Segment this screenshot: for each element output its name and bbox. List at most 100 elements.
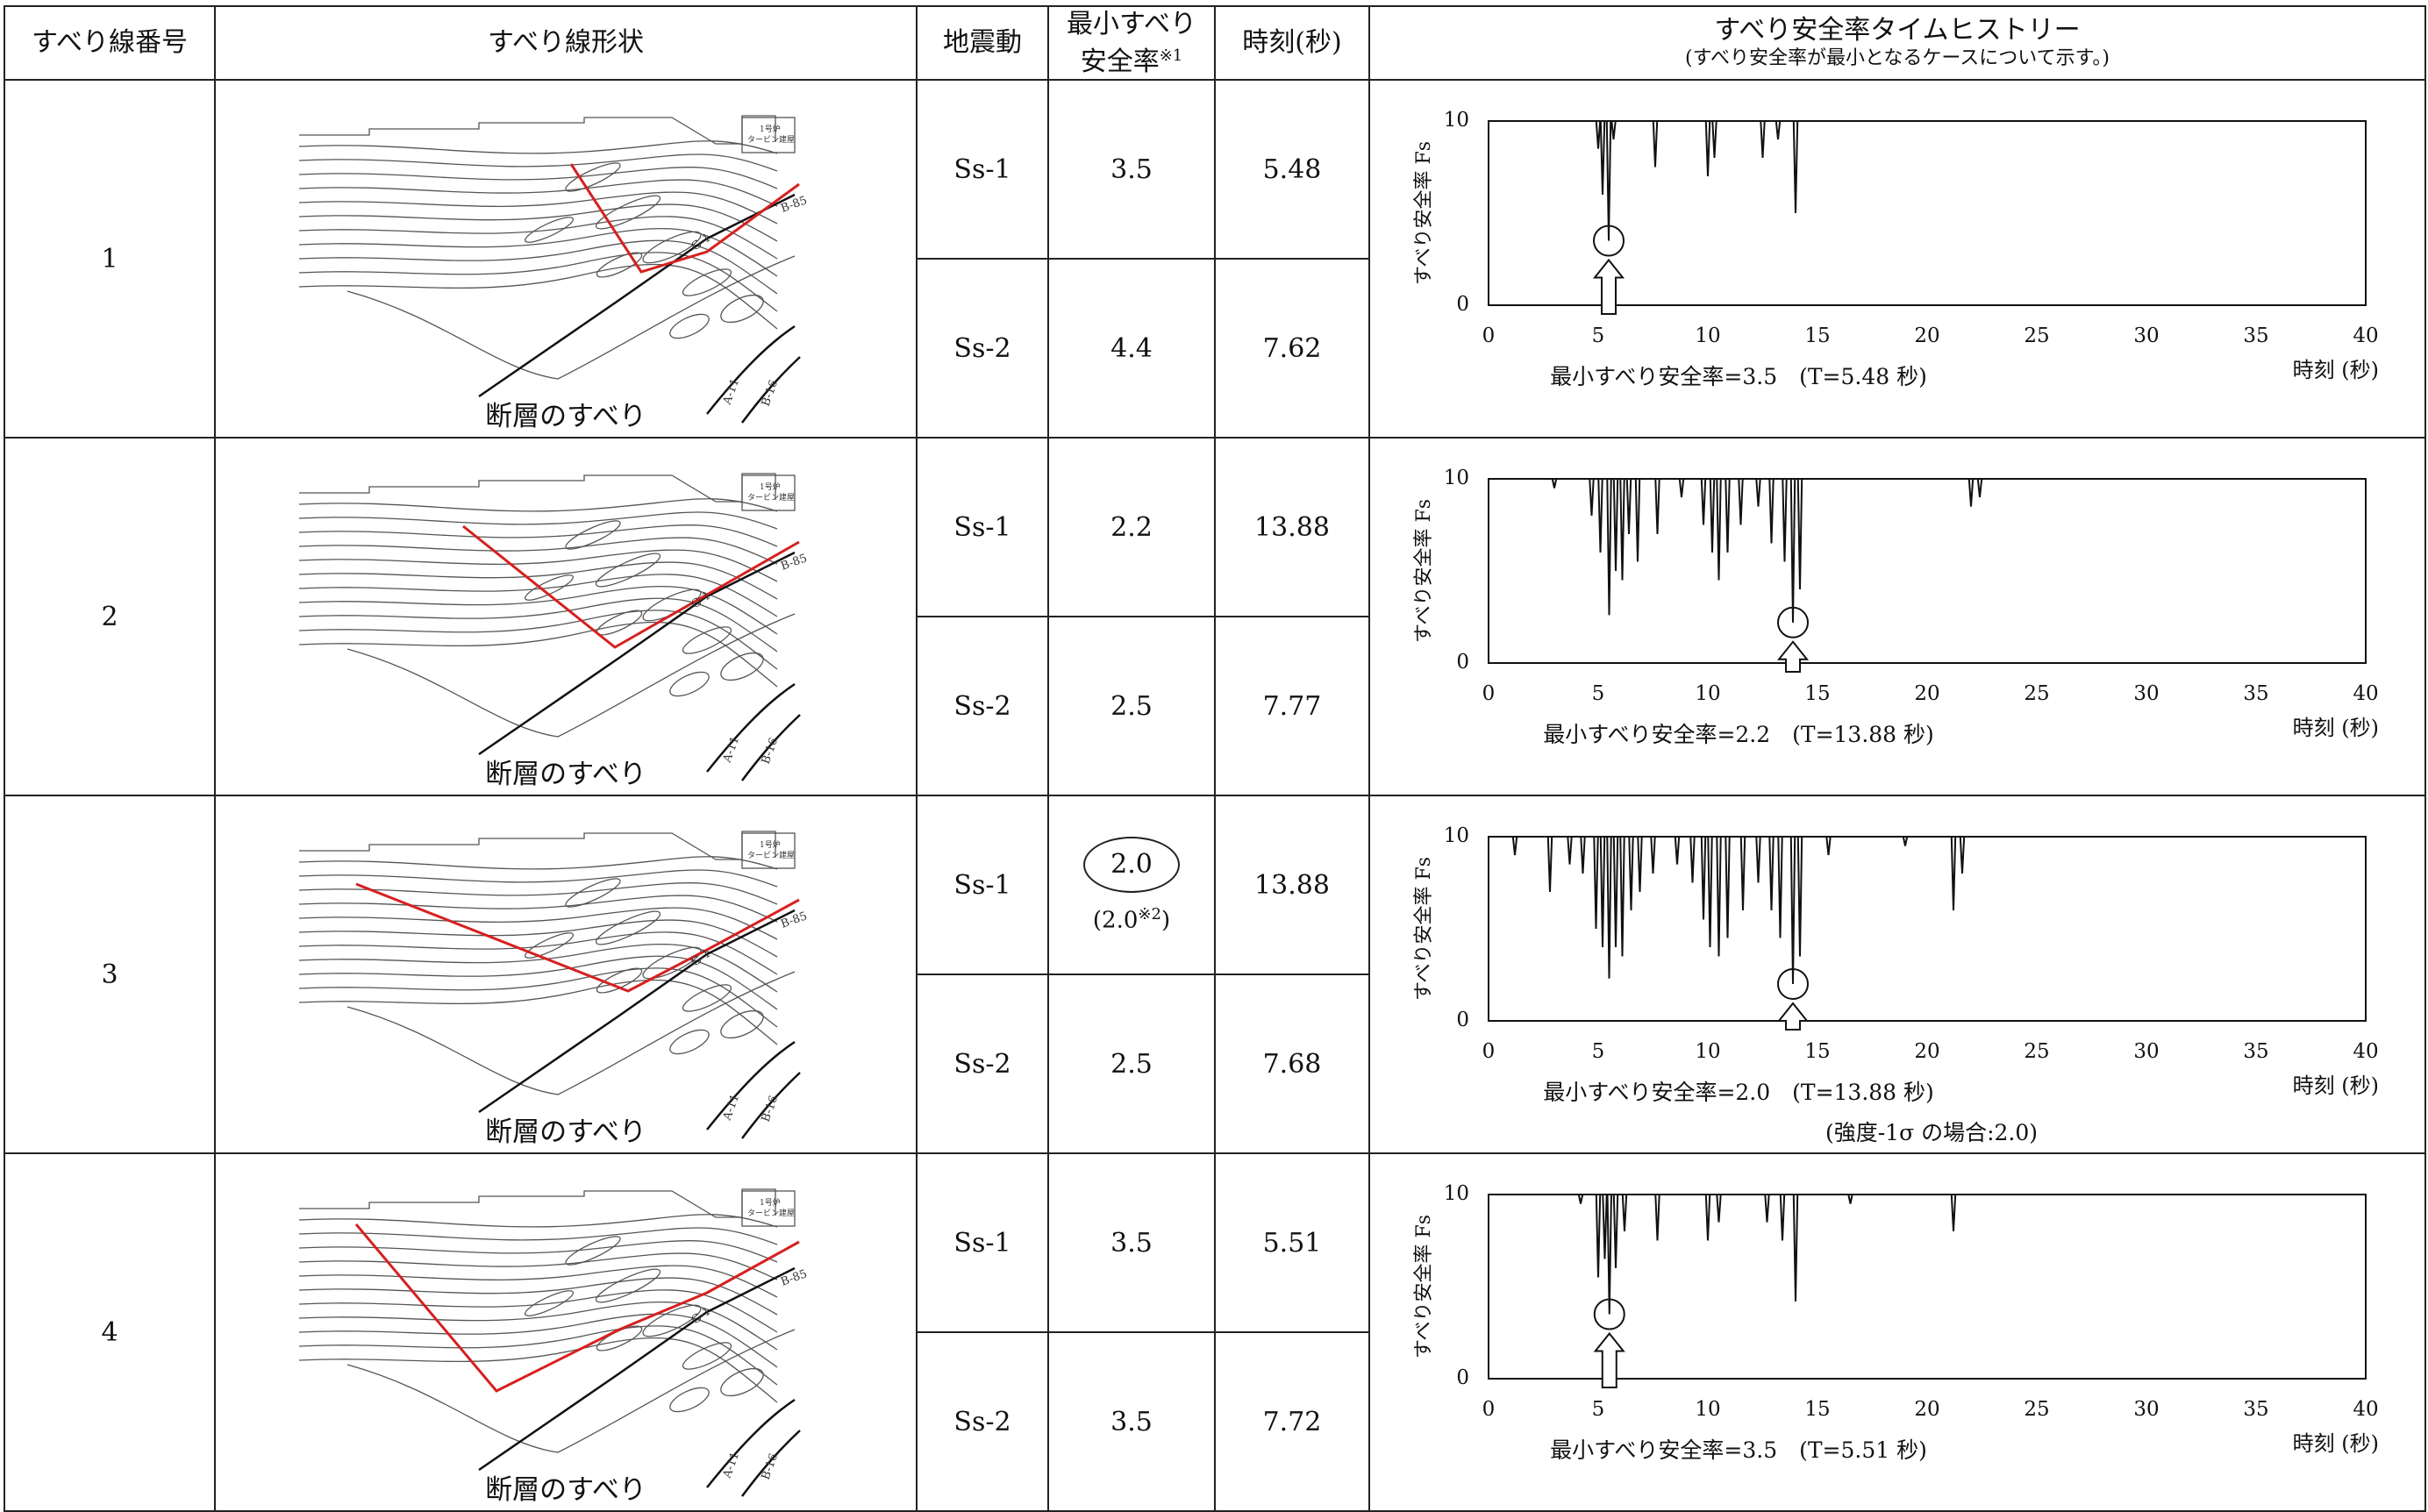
chart-caption-2: (強度-1σ の場合:2.0) bbox=[1825, 1120, 2038, 1145]
min-safety-factor-cell: 3.5 bbox=[1047, 79, 1216, 260]
data-dip bbox=[1654, 478, 1660, 535]
fault-g1-line bbox=[478, 909, 796, 1114]
data-dip bbox=[1709, 478, 1716, 553]
strata-lens bbox=[596, 252, 643, 278]
x-tick-label: 40 bbox=[2353, 682, 2378, 705]
ground-motion-cell: Ss-2 bbox=[916, 1331, 1049, 1512]
strata-line bbox=[298, 931, 778, 975]
strata-line bbox=[298, 597, 778, 653]
x-axis-label: 時刻 (秒) bbox=[2293, 358, 2379, 382]
strata-lens bbox=[565, 878, 621, 908]
slip-line bbox=[355, 882, 800, 993]
x-tick-label: 30 bbox=[2133, 682, 2159, 705]
header-line-no: すべり線番号 bbox=[4, 5, 216, 81]
chart-caption: 最小すべり安全率=2.0 (T=13.88 秒) bbox=[1543, 1080, 1934, 1105]
x-tick-label: 5 bbox=[1592, 325, 1605, 347]
table-row: Ss-2 3.5 7.72 bbox=[4, 1331, 2425, 1512]
x-tick-label: 25 bbox=[2024, 1398, 2049, 1421]
data-dip bbox=[1825, 836, 1832, 856]
x-tick-label: 10 bbox=[1695, 682, 1720, 705]
time-history-chart: 0 5 10 15 20 25 30 35 40 0 10 すべり安全率 Fs 時刻 (秒) 最小すべり安… bbox=[1413, 1182, 2379, 1463]
time-history-chart: 0 5 10 15 20 25 30 35 40 0 10 すべり安全率 Fs 時刻 (秒) 最小すべり安… bbox=[1413, 109, 2379, 389]
x-tick-label: 25 bbox=[2024, 682, 2049, 705]
y-tick-label: 10 bbox=[1444, 109, 1469, 132]
table-row: 4 1号炉 タービン建屋 G-1 B-85 A-11 B-16 断層のすべり Ss-1 3.5 5.… bbox=[4, 1152, 2426, 1512]
table-row: Ss-2 2.5 7.68 bbox=[4, 974, 2425, 1154]
data-dip bbox=[1595, 120, 1602, 149]
data-dip bbox=[1606, 1194, 1612, 1315]
min-safety-factor-cell: 2.5 bbox=[1047, 974, 1216, 1154]
strata-lens bbox=[682, 626, 732, 654]
data-dip bbox=[1595, 1194, 1602, 1278]
strata-line bbox=[298, 979, 778, 1045]
time-history-cell: 0 5 10 15 20 25 30 35 40 0 10 すべり安全率 Fs 時刻 (秒) 最小すべり安… bbox=[1368, 1152, 2426, 1512]
data-dip bbox=[1634, 478, 1641, 562]
data-dip bbox=[1711, 120, 1717, 159]
strata-lens bbox=[525, 932, 574, 959]
x-tick-label: 35 bbox=[2243, 682, 2268, 705]
data-dip bbox=[1950, 1194, 1957, 1232]
data-dip bbox=[1716, 478, 1722, 581]
ground-motion-cell: Ss-1 bbox=[916, 1152, 1049, 1333]
strata-line bbox=[298, 585, 778, 635]
strata-lens bbox=[642, 231, 702, 264]
ground-surface-line bbox=[299, 1188, 776, 1218]
strata-line bbox=[298, 882, 778, 905]
time-history-cell: 0 5 10 15 20 25 30 35 40 0 10 すべり安全率 Fs 時刻 (秒) 最小すべり安… bbox=[1368, 795, 2426, 1154]
plot-area bbox=[1488, 120, 2367, 306]
data-dip bbox=[1551, 478, 1558, 489]
data-dip bbox=[1612, 1194, 1619, 1269]
strata-line bbox=[298, 549, 778, 582]
time-cell: 7.72 bbox=[1214, 1331, 1370, 1512]
table-row: 3 1号炉 タービン建屋 G-1 B-85 A-11 B-16 断層のすべり Ss-1 2.0 (2… bbox=[4, 795, 2426, 1154]
chart-caption: 最小すべり安全率=3.5 (T=5.48 秒) bbox=[1550, 364, 1927, 389]
strata-lens bbox=[642, 1304, 702, 1337]
data-dip bbox=[1612, 836, 1619, 948]
data-dip bbox=[1619, 836, 1625, 957]
shape-caption: 断層のすべり bbox=[485, 401, 646, 432]
data-dip bbox=[1612, 478, 1619, 572]
min-safety-factor-cell: 3.5 bbox=[1047, 1331, 1216, 1512]
data-dip bbox=[1768, 836, 1775, 911]
data-dip bbox=[1652, 120, 1659, 168]
building-label-1: 1号炉 bbox=[760, 1197, 781, 1208]
chart-caption: 最小すべり安全率=3.5 (T=5.51 秒) bbox=[1550, 1437, 1927, 1463]
strata-line bbox=[298, 537, 778, 565]
header-min-sf-line1: 最小すべり bbox=[1067, 8, 1196, 39]
strata-line bbox=[298, 140, 778, 154]
x-tick-label: 40 bbox=[2353, 1398, 2378, 1421]
shape-caption: 断層のすべり bbox=[485, 1474, 646, 1506]
y-tick-label: 0 bbox=[1456, 293, 1469, 316]
strata-lens bbox=[669, 671, 710, 697]
time-cell: 5.48 bbox=[1214, 79, 1370, 260]
shape-caption: 断層のすべり bbox=[485, 759, 646, 790]
data-dip bbox=[1602, 1194, 1608, 1259]
header-min-safety-factor: 最小すべり 安全率※1 bbox=[1047, 5, 1216, 81]
strata-lens bbox=[565, 520, 621, 550]
x-tick-label: 15 bbox=[1804, 682, 1830, 705]
strata-line bbox=[298, 1214, 778, 1228]
data-dip bbox=[1725, 478, 1731, 553]
data-dip bbox=[1597, 478, 1603, 553]
fault-label-b85: B-85 bbox=[779, 552, 809, 574]
data-dip bbox=[1716, 836, 1722, 957]
data-dip bbox=[1511, 836, 1518, 856]
strata-line bbox=[298, 943, 778, 993]
fault-g1-line bbox=[478, 551, 796, 756]
strata-lens bbox=[595, 910, 661, 945]
slip-line-number: 3 bbox=[4, 795, 216, 1154]
deep-boundary-line bbox=[346, 255, 796, 380]
y-tick-label: 10 bbox=[1444, 467, 1469, 489]
strata-lens bbox=[720, 294, 764, 324]
plot-area bbox=[1488, 1194, 2367, 1380]
slip-line-number: 4 bbox=[4, 1152, 216, 1512]
strata-lens bbox=[525, 574, 574, 601]
min-safety-factor-circled: 2.0 bbox=[1083, 836, 1180, 893]
plot-area bbox=[1488, 836, 2367, 1022]
data-dip bbox=[1976, 478, 1983, 498]
header-time: 時刻(秒) bbox=[1214, 5, 1370, 81]
strata-line bbox=[298, 967, 778, 1028]
data-dip bbox=[1580, 836, 1586, 874]
chart-caption: 最小すべり安全率=2.2 (T=13.88 秒) bbox=[1543, 722, 1934, 747]
